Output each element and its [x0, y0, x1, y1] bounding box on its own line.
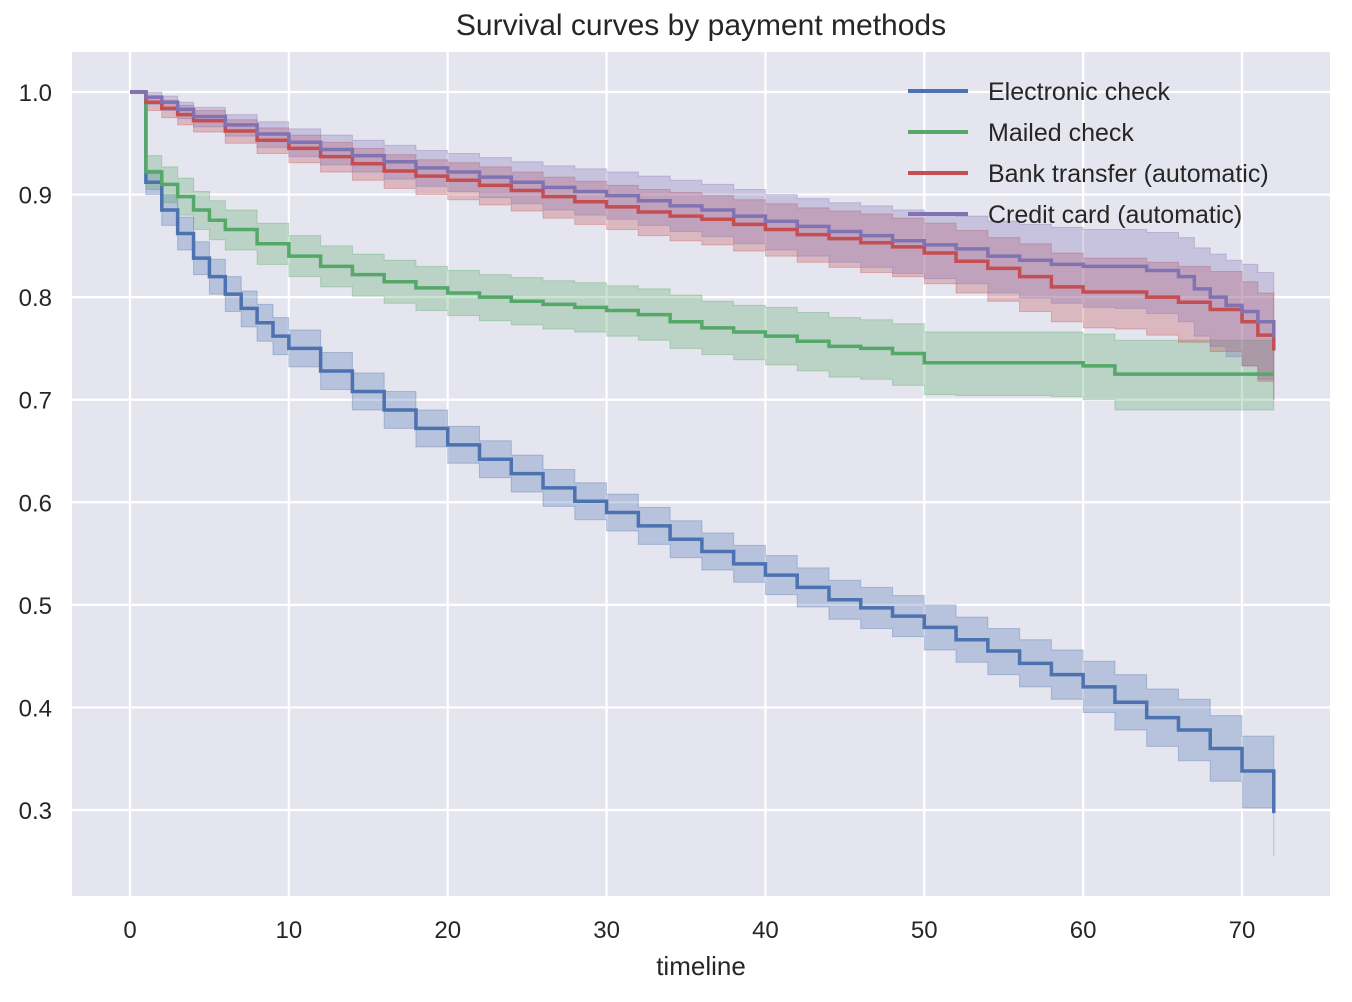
y-tick-label: 0.6 — [19, 490, 52, 517]
y-tick-label: 0.9 — [19, 183, 52, 210]
legend-item: Bank transfer (automatic) — [908, 160, 1269, 188]
y-tick-label: 0.3 — [19, 798, 52, 825]
x-tick-label: 70 — [1229, 917, 1256, 944]
legend-item: Electronic check — [908, 78, 1171, 106]
legend-label: Mailed check — [988, 119, 1134, 147]
legend-item: Mailed check — [908, 119, 1134, 147]
survival-line-bank-transfer-automatic — [130, 90, 1276, 351]
x-axis-ticks: 0 10 20 30 40 50 60 70 — [123, 917, 1255, 944]
x-tick-label: 60 — [1070, 917, 1097, 944]
legend-label: Credit card (automatic) — [988, 201, 1242, 229]
chart-title: Survival curves by payment methods — [456, 9, 946, 42]
y-tick-label: 1.0 — [19, 80, 52, 107]
x-tick-label: 20 — [434, 917, 461, 944]
x-tick-label: 50 — [911, 917, 938, 944]
legend: Electronic check Mailed check Bank transfe… — [908, 78, 1269, 229]
x-tick-label: 30 — [593, 917, 620, 944]
survival-line-mailed-check — [130, 90, 1274, 376]
x-axis-label: timeline — [656, 951, 746, 981]
legend-label: Bank transfer (automatic) — [988, 160, 1269, 188]
y-tick-label: 0.4 — [19, 695, 52, 722]
x-tick-label: 0 — [123, 917, 136, 944]
y-tick-label: 0.5 — [19, 593, 52, 620]
legend-label: Electronic check — [988, 78, 1171, 106]
confidence-band-mailed-check — [130, 91, 1275, 411]
survival-lines — [129, 90, 1276, 814]
y-tick-label: 0.7 — [19, 388, 52, 415]
legend-item: Credit card (automatic) — [908, 201, 1242, 229]
x-tick-label: 40 — [752, 917, 779, 944]
survival-line-credit-card-automatic — [130, 90, 1276, 339]
grid-lines — [72, 52, 1330, 896]
y-axis-ticks: 0.3 0.4 0.5 0.6 0.7 0.8 0.9 1.0 — [19, 80, 52, 825]
plot-area — [72, 52, 1330, 896]
x-tick-label: 10 — [276, 917, 303, 944]
y-tick-label: 0.8 — [19, 285, 52, 312]
survival-line-electronic-check — [130, 90, 1276, 814]
